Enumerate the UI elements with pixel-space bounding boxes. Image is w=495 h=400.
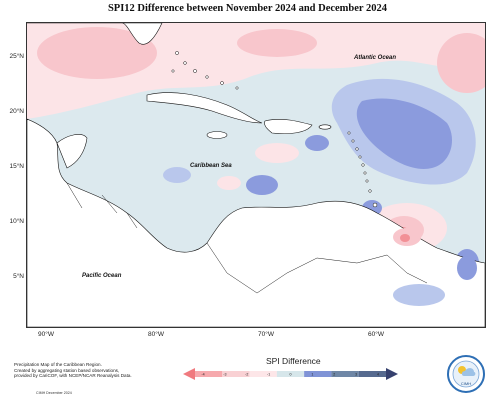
caribbean-sea-label: Caribbean Sea — [190, 163, 232, 169]
legend-cells — [195, 371, 386, 377]
wet-patch-amapa-land — [457, 256, 477, 280]
legend-tick-label: -3 — [223, 373, 226, 377]
legend-cell — [222, 371, 250, 377]
lon-label-70w: 70°W — [258, 331, 274, 338]
footer-line-2: Created by aggregating station based obs… — [14, 367, 120, 373]
footer-line-3: provided by CariCOF, with NCEP/NCAR Rean… — [14, 373, 132, 379]
lon-label-80w: 80°W — [148, 331, 164, 338]
legend-title: SPI Difference — [266, 356, 321, 366]
deficit-patch-central — [255, 143, 299, 163]
footer-line-1: Precipitation Map of the Caribbean Regio… — [14, 362, 102, 367]
legend-tick-label: 2 — [333, 373, 335, 377]
country-borders — [66, 182, 428, 294]
wet-core-colombia-coast — [246, 175, 278, 195]
lat-label-5n: 5°N — [13, 273, 24, 280]
footer-credit: CIMH December 2024 — [36, 391, 72, 395]
wet-patch-amazon-land — [393, 284, 445, 306]
deficit-core-land — [400, 234, 410, 242]
bahamas-islands — [171, 51, 239, 90]
map-canvas[interactable] — [26, 22, 486, 328]
lesser-antilles — [347, 131, 378, 208]
legend-cell — [304, 371, 332, 377]
legend-cell — [249, 371, 277, 377]
yucatan-land — [56, 134, 88, 169]
footer-note: Precipitation Map of the Caribbean Regio… — [14, 362, 184, 379]
cimh-logo-icon: CIMH — [447, 355, 485, 393]
atlantic-ocean-label: Atlantic Ocean — [354, 55, 397, 61]
lat-label-15n: 15°N — [9, 163, 24, 170]
legend-colorbar: -4 -3 -2 -1 0 1 2 3 4 — [183, 368, 398, 380]
legend-cell — [195, 371, 223, 377]
lon-label-90w: 90°W — [38, 331, 54, 338]
legend-cell — [276, 371, 305, 377]
legend-tick-label: 4 — [377, 373, 379, 377]
lat-label-20n: 20°N — [9, 108, 24, 115]
legend-cell — [358, 371, 386, 377]
legend-tick-label: 0 — [290, 373, 292, 377]
spi-difference-map — [27, 23, 485, 327]
florida-land — [27, 23, 163, 45]
wet-core-east-caribbean — [305, 135, 329, 151]
map-title: SPI12 Difference between November 2024 a… — [107, 3, 388, 14]
deficit-core-ne — [437, 33, 485, 93]
legend-tick-label: -2 — [245, 373, 248, 377]
legend-tick-label: -1 — [267, 373, 270, 377]
lon-label-60w: 60°W — [368, 331, 384, 338]
legend-arrow-left — [183, 368, 195, 380]
pacific-ocean-label: Pacific Ocean — [82, 273, 122, 279]
cuba-island — [146, 92, 263, 124]
legend-tick-label: 1 — [311, 373, 313, 377]
deficit-core-gulf — [37, 27, 157, 79]
puerto-rico-island — [318, 124, 332, 130]
wet-core-atlantic — [356, 98, 452, 169]
hispaniola-island — [264, 119, 313, 135]
lat-label-25n: 25°N — [9, 53, 24, 60]
legend-ticks: -4 -3 -2 -1 0 1 2 3 4 — [201, 373, 379, 377]
legend-arrow-right — [386, 368, 398, 380]
deficit-core-north — [237, 29, 317, 57]
deficit-patch-caribbean — [217, 176, 241, 190]
wet-patch-nicaragua — [163, 167, 191, 183]
legend-tick-label: 3 — [355, 373, 357, 377]
lat-label-10n: 10°N — [9, 218, 24, 225]
legend-cell — [331, 371, 359, 377]
logo-text: CIMH — [461, 381, 471, 386]
legend-tick-label: -4 — [201, 373, 204, 377]
jamaica-island — [206, 131, 228, 139]
